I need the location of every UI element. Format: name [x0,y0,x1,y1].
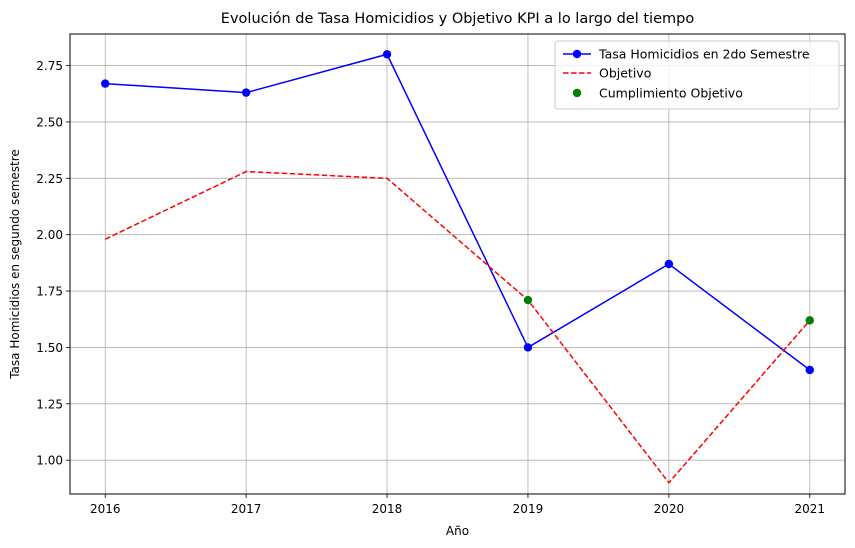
plot-frame [69,33,846,495]
series-line-1 [104,170,811,484]
y-tick-label: 1.50 [36,341,63,355]
legend: Tasa Homicidios en 2do Semestre Objetivo… [554,40,840,110]
y-tick-label: 2.75 [36,59,63,73]
series-point [382,50,392,59]
y-axis-label: Tasa Homicidios en segundo semestre [8,149,22,380]
series-point [241,88,251,97]
series-line-0 [105,53,811,371]
y-tick-label: 1.00 [36,454,63,468]
scatter-point [805,316,814,325]
x-tick-label: 2016 [90,502,121,516]
legend-label-cumplimiento: Cumplimiento Objetivo [599,86,743,101]
scatter-point [523,295,533,305]
series-point [523,343,533,352]
tick-layer: 2016 2017 2018 2019 2020 2021 1.00 1.25 1.50 1.75… [36,59,825,516]
y-tick-label: 1.25 [36,397,63,411]
x-tick-label: 2021 [794,502,825,516]
legend-label-objetivo: Objetivo [599,66,651,81]
y-tick-label: 2.50 [36,115,63,129]
series-point [101,79,110,88]
legend-label-tasa: Tasa Homicidios en 2do Semestre [598,47,810,62]
x-tick-label: 2017 [231,502,262,516]
x-tick-label: 2020 [654,502,685,516]
series-point [664,259,674,269]
x-axis-label: Año [446,524,469,538]
y-tick-label: 2.00 [36,228,63,242]
y-tick-label: 2.25 [36,172,63,186]
series-layer [101,50,814,484]
legend-box [554,40,840,110]
chart-title: Evolución de Tasa Homicidios y Objetivo … [221,11,695,27]
legend-marker-tasa [572,49,582,59]
x-tick-label: 2018 [372,502,403,516]
x-tick-label: 2019 [513,502,544,516]
series-point [805,365,814,375]
y-tick-label: 1.75 [36,285,63,299]
legend-marker-cumplimiento [572,88,582,98]
